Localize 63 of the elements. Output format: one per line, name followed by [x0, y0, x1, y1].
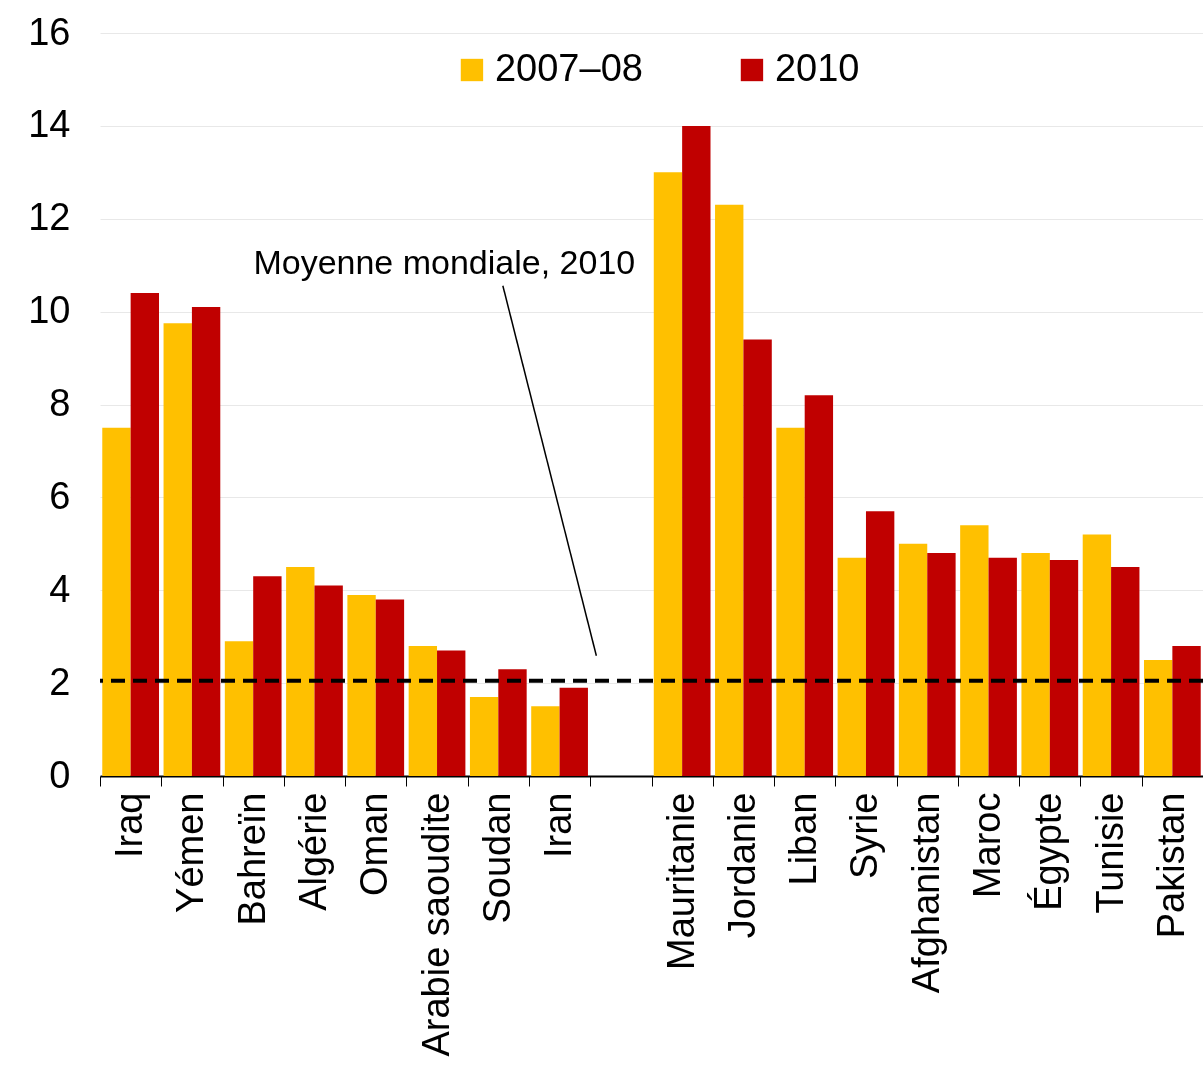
x-tick-label: Yémen	[169, 792, 212, 913]
x-tick-label: Mauritanie	[659, 792, 702, 970]
y-tick-label: 14	[28, 103, 71, 146]
bar	[1082, 534, 1112, 776]
y-tick-label: 6	[49, 474, 71, 517]
legend-label: 2010	[774, 47, 860, 89]
bar	[375, 599, 405, 776]
x-tick-label: Iran	[537, 792, 580, 858]
bar	[314, 585, 343, 776]
y-tick-label: 4	[49, 567, 71, 610]
bar	[498, 669, 527, 776]
bar	[743, 339, 772, 776]
x-tick-label: Liban	[782, 792, 825, 886]
x-tick-label: Maroc	[966, 792, 1009, 899]
y-tick-label: 8	[49, 382, 71, 424]
bar	[1143, 659, 1173, 776]
x-tick-label: Algérie	[291, 792, 334, 911]
bar	[1111, 567, 1140, 776]
bar	[1049, 560, 1079, 776]
bar	[469, 697, 499, 776]
x-tick-label: Oman	[353, 792, 396, 896]
y-tick-label: 2	[49, 660, 71, 703]
annotation: Moyenne mondiale, 2010	[253, 242, 636, 281]
bar	[898, 543, 928, 776]
bar	[253, 576, 282, 776]
bar	[1172, 645, 1201, 776]
bar	[102, 427, 131, 776]
bar	[776, 427, 805, 776]
y-tick-label: 0	[49, 753, 71, 796]
bar	[531, 706, 560, 776]
bar	[408, 645, 438, 776]
bar	[837, 557, 866, 776]
bar	[653, 172, 683, 776]
bar	[1021, 553, 1050, 776]
bar	[960, 525, 989, 776]
bar	[347, 594, 376, 776]
y-tick-label: 12	[28, 196, 71, 239]
bar	[224, 641, 254, 776]
x-tick-label: Syrie	[843, 792, 886, 880]
x-tick-label: Arabie saoudite	[414, 792, 457, 1057]
x-tick-label: Iraq	[108, 792, 151, 858]
bar	[988, 557, 1017, 776]
bar	[559, 687, 588, 776]
legend-label: 2007–08	[494, 47, 643, 89]
bar	[682, 125, 711, 776]
x-tick-label: Égypte	[1027, 792, 1070, 911]
bar	[286, 567, 315, 776]
x-tick-label: Bahreïn	[230, 792, 273, 926]
x-tick-label: Pakistan	[1149, 792, 1192, 939]
bar	[804, 395, 834, 776]
bar	[130, 293, 160, 776]
y-tick-label: 16	[28, 10, 71, 53]
x-tick-label: Afghanistan	[904, 792, 947, 994]
bar	[865, 511, 895, 776]
bar	[437, 650, 466, 776]
y-tick-label: 10	[28, 289, 71, 332]
bar	[715, 204, 744, 776]
x-tick-label: Tunisie	[1088, 792, 1131, 914]
bar	[927, 553, 956, 776]
x-tick-label: Soudan	[475, 792, 518, 924]
bar	[163, 323, 192, 776]
x-tick-label: Jordanie	[720, 792, 763, 939]
bar	[191, 306, 221, 776]
